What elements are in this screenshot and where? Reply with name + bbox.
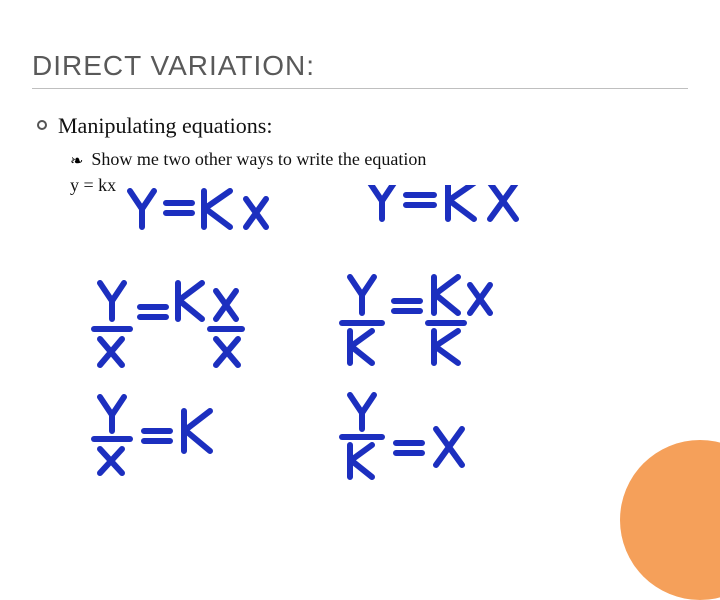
eq-mid-left xyxy=(94,283,242,365)
eq-bot-left xyxy=(94,397,210,473)
eq-mid-right xyxy=(342,277,490,363)
sub1-text: Show me two other ways to write the equa… xyxy=(91,147,426,171)
eq-top-left xyxy=(130,191,266,227)
script-bullet-icon: ❧ xyxy=(70,151,83,171)
slide-title: DIRECT VARIATION: xyxy=(32,50,688,89)
accent-circle xyxy=(620,440,720,600)
bullet-level1: Manipulating equations: xyxy=(36,113,688,139)
bullet-level2: ❧ Show me two other ways to write the eq… xyxy=(70,147,688,171)
ring-bullet-icon xyxy=(36,119,48,131)
eq-top-right xyxy=(370,185,516,219)
handwriting-board xyxy=(70,185,630,485)
eq-bot-right xyxy=(342,395,462,477)
bullet1-text: Manipulating equations: xyxy=(58,113,272,139)
